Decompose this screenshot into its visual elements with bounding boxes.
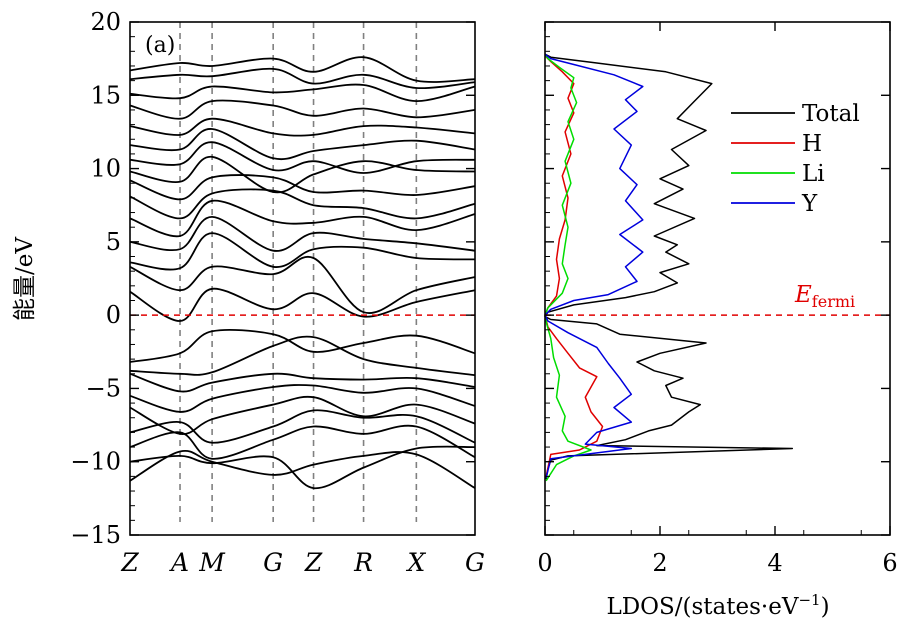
band-line-1 [129,449,476,489]
band-line-22 [129,67,476,90]
fermi-level-label: Efermi [794,282,855,311]
dos-x-axis-title: LDOS/(states·eV−1) [606,591,829,620]
dos-y-ticks [545,21,890,536]
kpoint-label-6: X [405,548,426,577]
dos-x-tick-label: 2 [652,549,667,577]
legend-label-li: Li [802,161,825,187]
panel-label: (a) [145,33,175,58]
legend-label-total: Total [802,101,860,127]
band-line-19 [129,117,476,137]
band-y-tick-label: 15 [90,81,121,109]
band-y-ticks: −15 −10 −5 0 5 10 15 20 [70,8,475,549]
band-line-8 [129,329,476,363]
band-line-16 [129,155,476,194]
band-line-7 [129,335,476,377]
dos-legend: Total H Li Y [731,101,860,217]
band-line-21 [129,83,476,103]
band-line-11 [129,232,476,271]
band-lines [129,56,476,490]
band-line-15 [129,174,476,201]
band-y-tick-label: 5 [106,228,121,256]
dos-x-tick-label: 6 [882,549,897,577]
kpoint-label-0: Z [120,548,139,577]
dos-series-li [544,53,592,482]
band-line-14 [129,188,476,220]
band-line-18 [129,128,476,161]
legend-label-y: Y [801,191,818,217]
band-line-0 [129,445,476,490]
band-line-23 [129,56,476,83]
band-line-13 [129,199,476,238]
dos-series-h [544,55,604,477]
legend-label-h: H [802,131,822,157]
dos-x-tick-label: 4 [767,549,782,577]
band-line-4 [129,395,476,435]
kpoint-label-7: G [465,548,485,577]
band-plot-area [130,22,475,535]
dos-plot-frame [544,21,891,536]
band-y-tick-label: 20 [90,8,121,36]
band-line-5 [129,384,476,413]
dos-plot-area [545,22,890,535]
dos-series-lines [544,53,794,482]
dos-panel: 0 2 4 6 LDOS/(states·eV−1) Efermi Total H Li Y [537,21,898,620]
kpoint-label-2: M [198,548,226,577]
band-y-tick-label: −5 [86,374,121,402]
band-line-6 [129,372,476,393]
kpoint-label-3: G [263,548,283,577]
band-y-tick-label: −10 [70,448,121,476]
band-y-tick-label: 10 [90,155,121,183]
kpoint-label-5: R [353,548,373,577]
band-y-tick-label: 0 [106,301,121,329]
dos-x-ticks: 0 2 4 6 [537,22,898,577]
dos-series-y [544,53,644,478]
kpoint-label-1: A [169,548,189,577]
band-line-3 [129,409,476,444]
band-line-9 [129,287,476,322]
band-line-12 [129,215,476,252]
band-plot-frame [129,21,476,536]
kpoint-label-4: Z [304,548,323,577]
band-y-tick-label: −15 [70,521,121,549]
band-y-axis-title: 能量/eV [12,237,38,321]
dos-x-tick-label: 0 [537,549,552,577]
dos-series-total [544,53,794,480]
band-line-10 [129,255,476,314]
band-line-17 [129,141,476,174]
band-line-20 [129,99,476,120]
